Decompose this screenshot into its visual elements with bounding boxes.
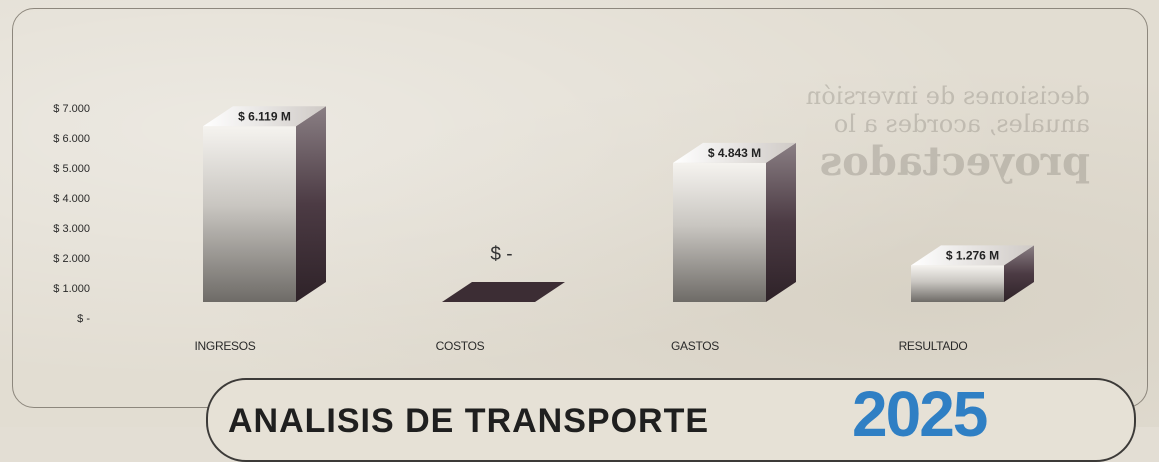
data-label: $ 6.119 M: [238, 109, 291, 123]
bars: $ 6.119 M $ - $ 4.843 M $ 1.276 M: [203, 106, 1034, 302]
y-axis-ticks: $ 7.000 $ 6.000 $ 5.000 $ 4.000 $ 3.000 $ 2.0…: [53, 103, 90, 325]
banner-title: ANALISIS DE TRANSPORTE: [228, 402, 710, 440]
x-category-label: GASTOS: [671, 339, 719, 353]
x-category-label: RESULTADO: [899, 339, 968, 353]
bar-resultado: $ 1.276 M: [911, 245, 1034, 302]
newspaper-background: [0, 0, 1159, 427]
y-tick-label: $ 5.000: [53, 163, 90, 175]
banner-year: 2025: [852, 378, 988, 450]
data-label: $ -: [490, 244, 512, 265]
bar-flat: [442, 282, 565, 302]
y-tick-label: $ -: [77, 313, 90, 325]
y-tick-label: $ 4.000: [53, 193, 90, 205]
bar-gastos: $ 4.843 M: [673, 142, 796, 302]
y-tick-label: $ 3.000: [53, 223, 90, 235]
bar-front: [911, 265, 1004, 302]
bar-top: [911, 245, 1034, 266]
bar-costos: $ -: [442, 244, 565, 302]
bar-ingresos: $ 6.119 M: [203, 106, 326, 302]
bar-top: [673, 142, 796, 163]
bar-top: [203, 106, 326, 127]
bar-front: [203, 126, 296, 302]
x-axis-categories: INGRESOS COSTOS GASTOS RESULTADO: [195, 339, 968, 353]
bar-side: [296, 106, 326, 302]
bar-front: [673, 162, 766, 302]
bar-chart: $ 7.000 $ 6.000 $ 5.000 $ 4.000 $ 3.000 $ 2.0…: [53, 103, 1034, 353]
y-tick-label: $ 1.000: [53, 283, 90, 295]
bar-side: [766, 142, 796, 302]
bar-side: [1004, 245, 1034, 302]
x-category-label: COSTOS: [436, 339, 485, 353]
data-label: $ 1.276 M: [946, 248, 999, 262]
y-tick-label: $ 7.000: [53, 103, 90, 115]
y-tick-label: $ 2.000: [53, 253, 90, 265]
data-label: $ 4.843 M: [708, 146, 761, 160]
x-category-label: INGRESOS: [195, 339, 256, 353]
y-tick-label: $ 6.000: [53, 133, 90, 145]
